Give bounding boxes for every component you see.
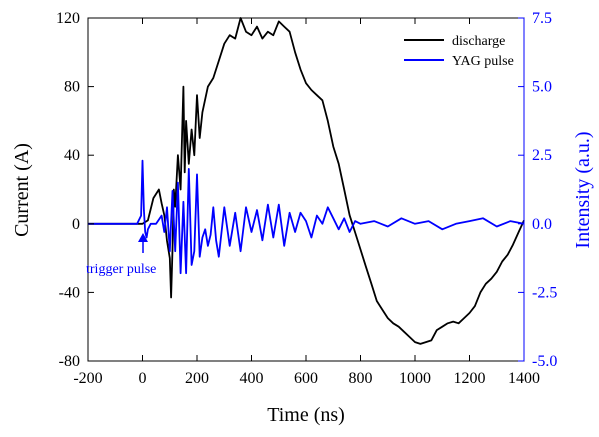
series-layer	[88, 17, 525, 345]
y2-axis-title: Intensity (a.u.)	[572, 131, 594, 248]
x-tick-label: 0	[139, 370, 147, 387]
plot-area: -200 0 200 400 600 800 1000 1200 1400 -80 -40 0 40 8…	[56, 10, 557, 387]
y-tick-label: 120	[56, 10, 80, 27]
y2-tick-label: -5.0	[532, 353, 557, 370]
x-axis: -200 0 200 400 600 800 1000 1200 1400	[73, 18, 540, 387]
plot-frame	[87, 17, 525, 362]
y-tick-label: 80	[64, 79, 80, 96]
y2-tick-label: 7.5	[532, 10, 552, 27]
y2-tick-label: -2.5	[532, 284, 557, 301]
x-tick-label: 800	[349, 370, 373, 387]
series-line-yag-pulse	[88, 159, 525, 275]
annotation-trigger-pulse: trigger pulse	[86, 233, 156, 277]
y2-tick-label: 2.5	[532, 147, 552, 164]
x-tick-label: 1000	[399, 370, 431, 387]
x-tick-label: 400	[240, 370, 264, 387]
y2-tick-label: 5.0	[532, 79, 552, 96]
x-tick-label: 1400	[508, 370, 540, 387]
series-line-discharge	[88, 17, 525, 345]
legend-label-yag-pulse: YAG pulse	[452, 54, 514, 69]
y-tick-label: 0	[72, 216, 80, 233]
y-axis-title: Current (A)	[11, 143, 33, 237]
y-tick-label: -40	[59, 284, 80, 301]
x-tick-label: 200	[185, 370, 209, 387]
x-tick-label: -200	[73, 370, 102, 387]
y-tick-label: -80	[59, 353, 80, 370]
y2-tick-label: 0.0	[532, 216, 552, 233]
y-tick-label: 40	[64, 147, 80, 164]
x-tick-label: 1200	[454, 370, 486, 387]
legend: discharge YAG pulse	[404, 34, 514, 69]
legend-label-discharge: discharge	[452, 34, 505, 49]
x-tick-label: 600	[294, 370, 318, 387]
annotation-arrow-head	[138, 233, 148, 242]
x-axis-title: Time (ns)	[267, 404, 345, 426]
y-axis-left: -80 -40 0 40 80 120	[56, 10, 94, 370]
y-axis-right: -5.0 -2.5 0.0 2.5 5.0 7.5	[518, 10, 557, 370]
annotation-label: trigger pulse	[86, 262, 156, 277]
